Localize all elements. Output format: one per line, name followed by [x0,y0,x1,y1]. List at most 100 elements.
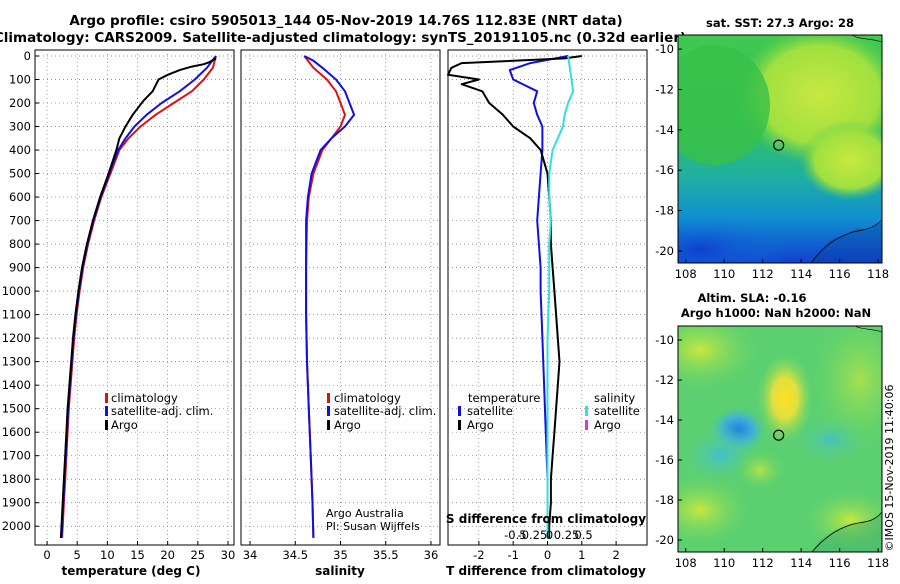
ytick-label: 1700 [2,449,31,463]
legend-swatch-satellite [327,406,330,416]
sst-map-frame [677,34,883,264]
sla-map-yticks: -10 -12 -14 -16 -18 -20 [655,333,682,547]
legend-climatology: climatology [111,391,178,405]
legend-salinity-title: salinity [594,391,635,405]
legend-swatch-t-satellite [458,406,461,416]
salinity-grid [241,50,440,545]
ytick-label: 1200 [2,331,31,345]
legend-swatch-satellite [105,406,108,416]
map-xtick-label: 112 [752,556,774,570]
legend-argo: Argo [334,418,361,432]
legend-swatch-t-argo [458,420,461,430]
ytick-label: 1400 [2,378,31,392]
xtick-label: 10 [100,548,115,562]
map-xtick-label: 108 [675,267,697,281]
ytick-label: 0 [24,49,31,63]
xtick-label: 5 [74,548,81,562]
xtick-label: 20 [160,548,175,562]
map-ytick-label: -10 [655,333,674,347]
ytick-label: 500 [9,167,31,181]
sla-map-xticks: 108 110 112 114 116 118 [675,548,889,570]
sla-coastline [811,511,883,553]
map-xtick-label: 116 [829,556,851,570]
sla-map-frame [677,325,883,553]
ytick-label: 100 [9,73,31,87]
secondary-xtick-label: 0 [546,528,553,542]
map-ytick-label: -20 [655,244,674,258]
sst-map-panel: sat. SST: 27.3 Argo: 28 108 110 112 114 116 1… [655,16,889,281]
temperature-xlabel: temperature (deg C) [62,564,201,578]
sla-map-title-2: Argo h1000: NaN h2000: NaN [681,306,871,320]
temperature-series [59,55,217,539]
header-line-1: Argo profile: csiro 5905013_144 05-Nov-2… [69,13,622,29]
map-ytick-label: -16 [655,163,674,177]
difference-xlabel: T difference from climatology [446,564,646,578]
ytick-label: 2000 [2,519,31,533]
xtick-label: 15 [130,548,145,562]
difference-series [447,55,582,538]
xtick-label: -2 [473,548,484,562]
xtick-label: 0 [544,548,551,562]
temperature-yticks: 0 100 200 300 400 500 600 700 800 900 1000 1100 1200… [2,49,39,533]
map-ytick-label: -14 [655,123,674,137]
ytick-label: 900 [9,261,31,275]
xtick-label: 1 [578,548,585,562]
secondary-xtick-label: -0.25 [518,528,548,542]
salinity-xlabel: salinity [315,564,365,578]
xtick-label: 30 [221,548,236,562]
ytick-label: 1800 [2,472,31,486]
legend-swatch-climatology [327,393,330,403]
xtick-label: -1 [507,548,518,562]
secondary-xtick-label: -0.5 [504,528,526,542]
difference-secondary-xticks: -0.5-0.250 0.250.5 [504,528,593,542]
temperature-xticks: 0 5 10 15 20 25 30 [43,541,235,562]
xtick-label: 25 [190,548,205,562]
ytick-label: 200 [9,96,31,110]
xtick-label: 35.5 [373,548,399,562]
xtick-label: 34.5 [282,548,308,562]
map-ytick-label: -18 [655,493,674,507]
map-xtick-label: 112 [752,267,774,281]
series-climatology [61,55,217,539]
sst-map-yticks: -10 -12 -14 -16 -18 -20 [655,42,682,258]
legend-swatch-argo [327,420,330,430]
map-ytick-label: -16 [655,453,674,467]
legend-s-argo: Argo [594,418,621,432]
temperature-frame [34,49,235,546]
ytick-label: 300 [9,120,31,134]
map-xtick-label: 118 [867,267,889,281]
temperature-legend: climatology satellite-adj. clim. Argo [105,391,213,432]
legend-climatology: climatology [334,391,401,405]
salinity-xticks: 34 34.5 35 35.5 36 [243,541,439,562]
sst-coastline [811,219,883,263]
legend-swatch-climatology [105,393,108,403]
legend-t-satellite: satellite [467,404,513,418]
sla-map-field [678,326,882,552]
xtick-label: 36 [424,548,439,562]
map-xtick-label: 110 [713,267,735,281]
header-line-2: Climatology: CARS2009. Satellite-adjuste… [0,30,686,46]
salinity-legend: climatology satellite-adj. clim. Argo [327,391,436,432]
legend-s-satellite: satellite [594,404,640,418]
sst-coastline-north [851,34,883,43]
xtick-label: 34 [243,548,258,562]
legend-swatch-argo [105,420,108,430]
legend-argo: Argo [111,418,138,432]
legend-satellite: satellite-adj. clim. [334,404,436,418]
sst-argo-marker [773,139,785,151]
temperature-panel: 0 5 10 15 20 25 30 0 100 200 300 400 500 600 700 800 90… [2,49,236,578]
sla-coastline-north [854,325,883,333]
sla-argo-marker [773,429,785,441]
map-ytick-label: -20 [655,533,674,547]
xtick-label: 35 [333,548,348,562]
map-xtick-label: 108 [675,556,697,570]
map-ytick-label: -10 [655,42,674,56]
map-xtick-label: 110 [713,556,735,570]
legend-swatch-s-argo [585,420,588,430]
sla-map-title-1: Altim. SLA: -0.16 [697,291,806,305]
map-xtick-label: 116 [829,267,851,281]
secondary-xtick-label: 0.5 [574,528,592,542]
series-s-satellite [546,55,575,538]
ytick-label: 1300 [2,355,31,369]
credit-line-2: PI: Susan Wijffels [326,520,420,533]
